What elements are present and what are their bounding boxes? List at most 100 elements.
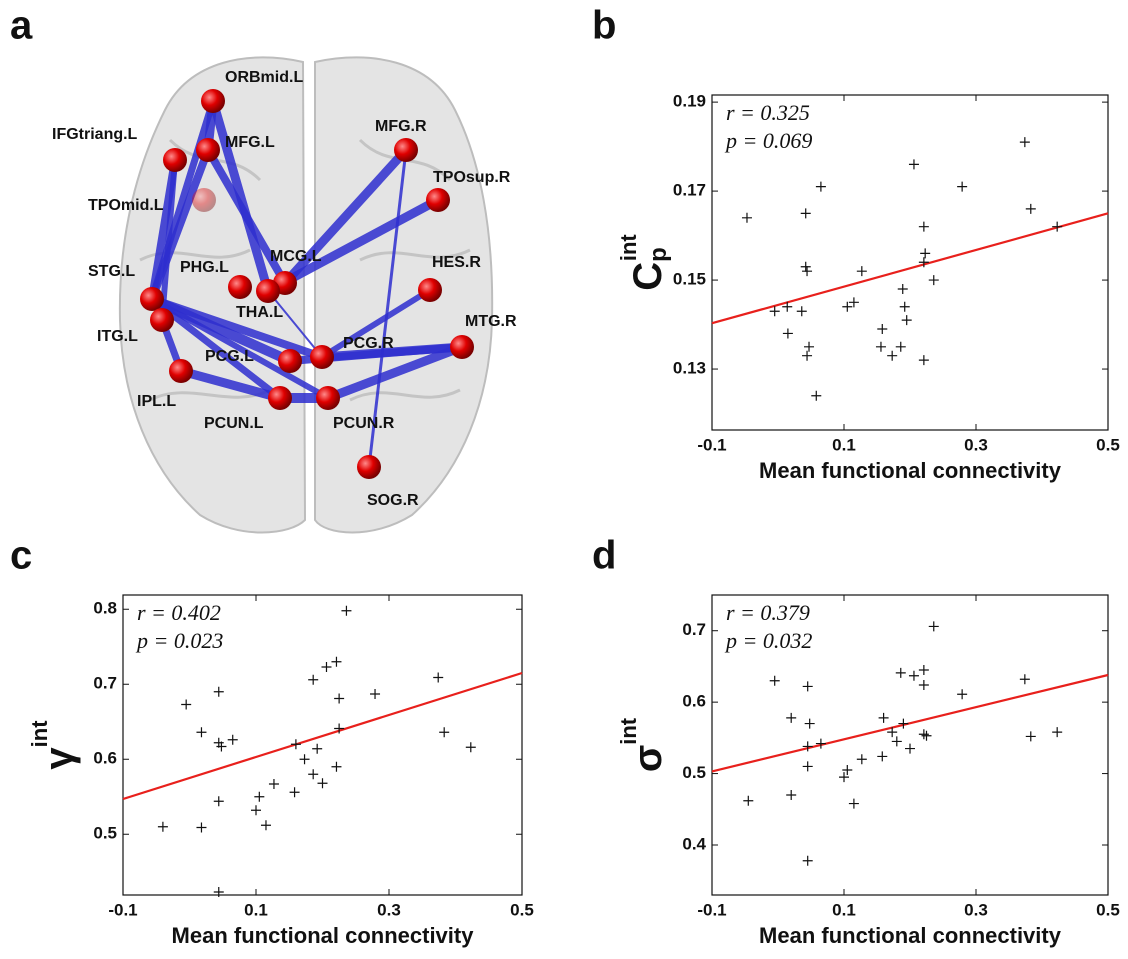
point xyxy=(213,686,224,697)
point xyxy=(928,621,939,632)
point xyxy=(181,699,192,710)
point xyxy=(331,656,342,667)
node-label: HES.R xyxy=(432,254,481,271)
x-tick-label: 0.3 xyxy=(964,435,988,454)
y-tick-label: 0.7 xyxy=(682,620,706,639)
point xyxy=(901,315,912,326)
brain xyxy=(118,56,494,534)
node-label: SOG.R xyxy=(367,492,419,509)
y-axis-label: σint xyxy=(616,717,670,772)
point xyxy=(268,779,279,789)
point xyxy=(743,795,754,806)
y-tick-label: 0.19 xyxy=(673,92,706,111)
point xyxy=(887,350,898,361)
point xyxy=(308,769,319,780)
point xyxy=(918,221,929,232)
edge xyxy=(267,290,323,358)
x-tick-label: 0.1 xyxy=(244,900,268,919)
point xyxy=(213,796,224,807)
node-label: PCUN.L xyxy=(204,415,264,432)
panel-label: d xyxy=(592,534,616,578)
node-label: PCUN.R xyxy=(333,415,395,432)
x-tick-label: 0.5 xyxy=(1096,435,1120,454)
panel-label: a xyxy=(10,4,33,48)
point xyxy=(331,761,342,772)
annotation: r = 0.379 xyxy=(726,600,810,625)
edge xyxy=(367,148,408,469)
point xyxy=(196,727,207,738)
y-axis-label: Cpint xyxy=(616,234,673,291)
edge xyxy=(204,146,289,287)
point xyxy=(895,341,906,352)
point xyxy=(928,275,939,286)
point xyxy=(227,734,238,745)
point xyxy=(804,718,815,729)
edge xyxy=(319,287,433,360)
point xyxy=(918,729,929,740)
y-label-sup: int xyxy=(27,720,52,748)
point xyxy=(848,798,859,809)
point xyxy=(802,741,813,752)
point xyxy=(899,301,910,312)
edge xyxy=(148,97,217,303)
point xyxy=(920,248,931,259)
node-label: IPL.L xyxy=(137,393,176,410)
edge xyxy=(148,295,284,402)
node xyxy=(426,188,450,212)
edge xyxy=(148,295,326,361)
node-label: TPOsup.R xyxy=(433,169,511,186)
point xyxy=(341,605,352,616)
point xyxy=(815,181,826,192)
node xyxy=(192,188,216,212)
node-label: PCG.L xyxy=(205,348,254,365)
plot-frame xyxy=(711,594,1109,896)
point xyxy=(1019,137,1030,148)
point xyxy=(769,306,780,317)
point xyxy=(891,736,902,747)
edge xyxy=(149,296,331,401)
x-tick-label: 0.1 xyxy=(832,435,856,454)
point xyxy=(796,306,807,317)
y-tick-label: 0.6 xyxy=(93,749,117,768)
x-tick-label: 0.5 xyxy=(510,900,534,919)
point xyxy=(433,672,444,683)
y-label-base: σ xyxy=(626,745,670,772)
point xyxy=(877,751,888,762)
node-label: MCG.L xyxy=(270,248,322,265)
node-label: MTG.R xyxy=(465,313,517,330)
edges xyxy=(147,96,467,469)
point xyxy=(921,730,932,741)
y-label-base: γ xyxy=(37,747,81,770)
point xyxy=(839,772,849,783)
node xyxy=(228,275,252,299)
node xyxy=(394,138,418,162)
node-label: PCG.R xyxy=(343,335,394,352)
x-axis-label: Mean functional connectivity xyxy=(172,923,475,948)
point xyxy=(895,667,906,678)
point xyxy=(370,689,381,699)
point xyxy=(334,723,345,734)
point xyxy=(811,390,822,401)
node-label: IFGtriang.L xyxy=(52,126,138,143)
plot-frame xyxy=(122,594,523,896)
panel-label: c xyxy=(10,534,32,578)
fit-line xyxy=(711,212,1109,325)
point xyxy=(254,791,265,802)
point xyxy=(1052,221,1063,232)
point xyxy=(918,665,929,675)
edge xyxy=(176,366,285,403)
point xyxy=(802,761,813,772)
y-tick-label: 0.4 xyxy=(682,834,706,853)
point xyxy=(957,689,968,700)
point xyxy=(804,341,815,352)
point xyxy=(216,741,227,752)
point xyxy=(875,341,886,352)
point xyxy=(1019,674,1030,685)
point xyxy=(842,765,853,775)
y-label-sub: p xyxy=(645,247,672,262)
point xyxy=(289,787,300,798)
x-tick-label: 0.5 xyxy=(1096,900,1120,919)
point xyxy=(800,261,811,272)
y-axis-label: γint xyxy=(27,720,81,770)
node-label: STG.L xyxy=(88,263,135,280)
